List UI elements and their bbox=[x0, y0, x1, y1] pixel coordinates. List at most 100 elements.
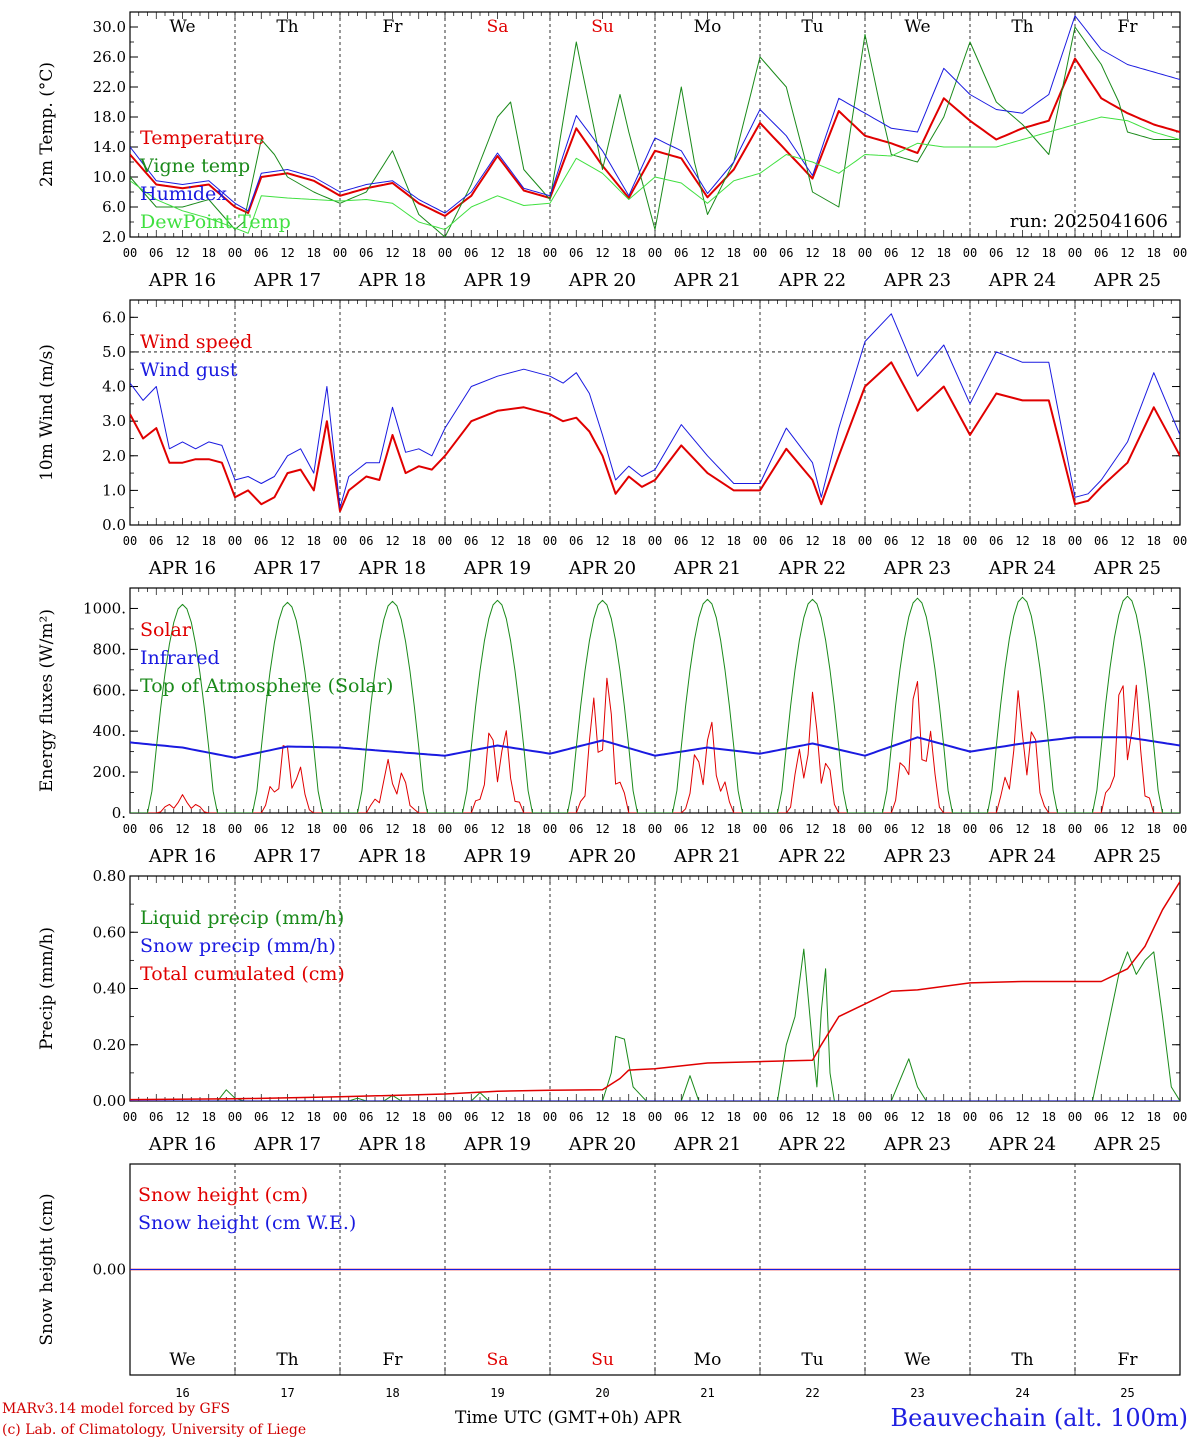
date-label: APR 22 bbox=[778, 558, 846, 579]
series-line-solar bbox=[130, 677, 1180, 813]
hour-tick-label: 00 bbox=[858, 246, 872, 260]
hour-tick-label: 00 bbox=[333, 534, 347, 548]
plot-frame bbox=[129, 587, 1181, 814]
legend-entry: Wind gust bbox=[140, 359, 238, 381]
date-label: APR 25 bbox=[1093, 1134, 1161, 1155]
hour-tick-label: 06 bbox=[674, 534, 688, 548]
y-tick-label: 0.0 bbox=[102, 516, 126, 534]
hour-tick-label: 12 bbox=[910, 246, 924, 260]
hour-tick-label: 06 bbox=[569, 822, 583, 836]
day-number-label: 16 bbox=[175, 1386, 189, 1400]
date-label: APR 20 bbox=[568, 270, 636, 291]
hour-tick-label: 06 bbox=[149, 1110, 163, 1124]
day-number-label: 24 bbox=[1015, 1386, 1029, 1400]
hour-tick-label: 12 bbox=[910, 822, 924, 836]
hour-tick-label: 12 bbox=[595, 1110, 609, 1124]
hour-tick-label: 12 bbox=[175, 1110, 189, 1124]
hour-tick-label: 12 bbox=[1015, 534, 1029, 548]
hour-tick-label: 18 bbox=[412, 534, 426, 548]
hour-tick-label: 18 bbox=[832, 822, 846, 836]
hour-tick-label: 06 bbox=[569, 246, 583, 260]
series-line-humidex bbox=[130, 15, 1180, 214]
hour-tick-label: 00 bbox=[753, 822, 767, 836]
day-name-label: Th bbox=[1011, 1350, 1033, 1370]
day-name-label: We bbox=[904, 17, 930, 37]
hour-tick-label: 18 bbox=[517, 534, 531, 548]
hour-tick-label: 06 bbox=[254, 1110, 268, 1124]
hour-tick-label: 18 bbox=[832, 534, 846, 548]
day-name-label: Fr bbox=[1118, 1350, 1139, 1370]
hour-tick-label: 06 bbox=[359, 822, 373, 836]
hour-tick-label: 12 bbox=[700, 246, 714, 260]
hour-tick-label: 18 bbox=[202, 534, 216, 548]
day-number-label: 20 bbox=[595, 1386, 609, 1400]
series-group bbox=[130, 15, 1180, 237]
series-line-vigne-temp bbox=[130, 26, 1180, 237]
y-tick-label: 0.40 bbox=[93, 980, 126, 998]
hour-tick-label: 12 bbox=[280, 246, 294, 260]
hour-tick-label: 12 bbox=[1120, 246, 1134, 260]
y-tick-label: 1000. bbox=[83, 599, 126, 617]
day-name-label: Su bbox=[591, 1350, 614, 1370]
legend-entry: Top of Atmosphere (Solar) bbox=[140, 675, 393, 697]
hour-tick-label: 18 bbox=[412, 1110, 426, 1124]
hour-tick-label: 00 bbox=[228, 246, 242, 260]
day-name-label: Tu bbox=[801, 1350, 823, 1370]
hour-tick-label: 18 bbox=[202, 1110, 216, 1124]
y-tick-label: 26.0 bbox=[93, 48, 126, 66]
date-label: APR 18 bbox=[358, 1134, 426, 1155]
day-name-label: Sa bbox=[487, 1350, 509, 1370]
y-tick-label: 6.0 bbox=[102, 198, 126, 216]
legend-entry: Vigne temp bbox=[139, 155, 250, 177]
hour-tick-label: 18 bbox=[937, 822, 951, 836]
hour-tick-label: 00 bbox=[438, 822, 452, 836]
hour-tick-label: 06 bbox=[884, 534, 898, 548]
hour-tick-label: 18 bbox=[307, 246, 321, 260]
hour-tick-label: 18 bbox=[727, 1110, 741, 1124]
date-label: APR 23 bbox=[883, 1134, 951, 1155]
day-name-label: Sa bbox=[487, 17, 509, 37]
date-label: APR 24 bbox=[988, 846, 1056, 867]
date-label: APR 18 bbox=[358, 846, 426, 867]
date-label: APR 22 bbox=[778, 846, 846, 867]
hour-tick-label: 12 bbox=[1120, 534, 1134, 548]
hour-tick-label: 18 bbox=[937, 1110, 951, 1124]
date-label: APR 23 bbox=[883, 558, 951, 579]
date-label: APR 25 bbox=[1093, 270, 1161, 291]
hour-tick-label: 00 bbox=[1068, 534, 1082, 548]
day-name-label: Fr bbox=[383, 17, 404, 37]
hour-tick-label: 00 bbox=[648, 822, 662, 836]
hour-tick-label: 00 bbox=[333, 822, 347, 836]
day-name-label: Tu bbox=[801, 17, 823, 37]
hour-tick-label: 18 bbox=[412, 822, 426, 836]
day-name-label: Th bbox=[276, 17, 298, 37]
hour-tick-label: 06 bbox=[989, 822, 1003, 836]
hour-tick-label: 12 bbox=[280, 1110, 294, 1124]
date-label: APR 24 bbox=[988, 558, 1056, 579]
legend-entry: Snow precip (mm/h) bbox=[140, 935, 336, 957]
hour-tick-label: 06 bbox=[1094, 534, 1108, 548]
hour-tick-label: 12 bbox=[1015, 246, 1029, 260]
hour-tick-label: 06 bbox=[149, 822, 163, 836]
date-label: APR 16 bbox=[148, 558, 216, 579]
hour-tick-label: 06 bbox=[359, 534, 373, 548]
hour-tick-label: 00 bbox=[123, 822, 137, 836]
hour-tick-label: 00 bbox=[438, 534, 452, 548]
panel-energy: 0. 200. 400. 600. 800. 1000. Energy fluxes (W/… bbox=[37, 587, 1187, 867]
date-label: APR 24 bbox=[988, 270, 1056, 291]
hour-tick-label: 00 bbox=[648, 534, 662, 548]
hour-tick-label: 12 bbox=[805, 1110, 819, 1124]
y-tick-label: 10.0 bbox=[93, 168, 126, 186]
hour-tick-label: 18 bbox=[832, 246, 846, 260]
hour-tick-label: 00 bbox=[438, 246, 452, 260]
y-tick-label: 2.0 bbox=[102, 447, 126, 465]
hour-tick-label: 18 bbox=[1042, 246, 1056, 260]
hour-tick-label: 00 bbox=[1068, 822, 1082, 836]
legend-entry: Total cumulated (cm) bbox=[140, 963, 345, 985]
hour-tick-label: 12 bbox=[595, 822, 609, 836]
hour-tick-label: 06 bbox=[359, 246, 373, 260]
hour-tick-label: 12 bbox=[490, 822, 504, 836]
day-name-label: Fr bbox=[1118, 17, 1139, 37]
hour-tick-label: 00 bbox=[1173, 534, 1187, 548]
y-tick-label: 0.20 bbox=[93, 1036, 126, 1054]
